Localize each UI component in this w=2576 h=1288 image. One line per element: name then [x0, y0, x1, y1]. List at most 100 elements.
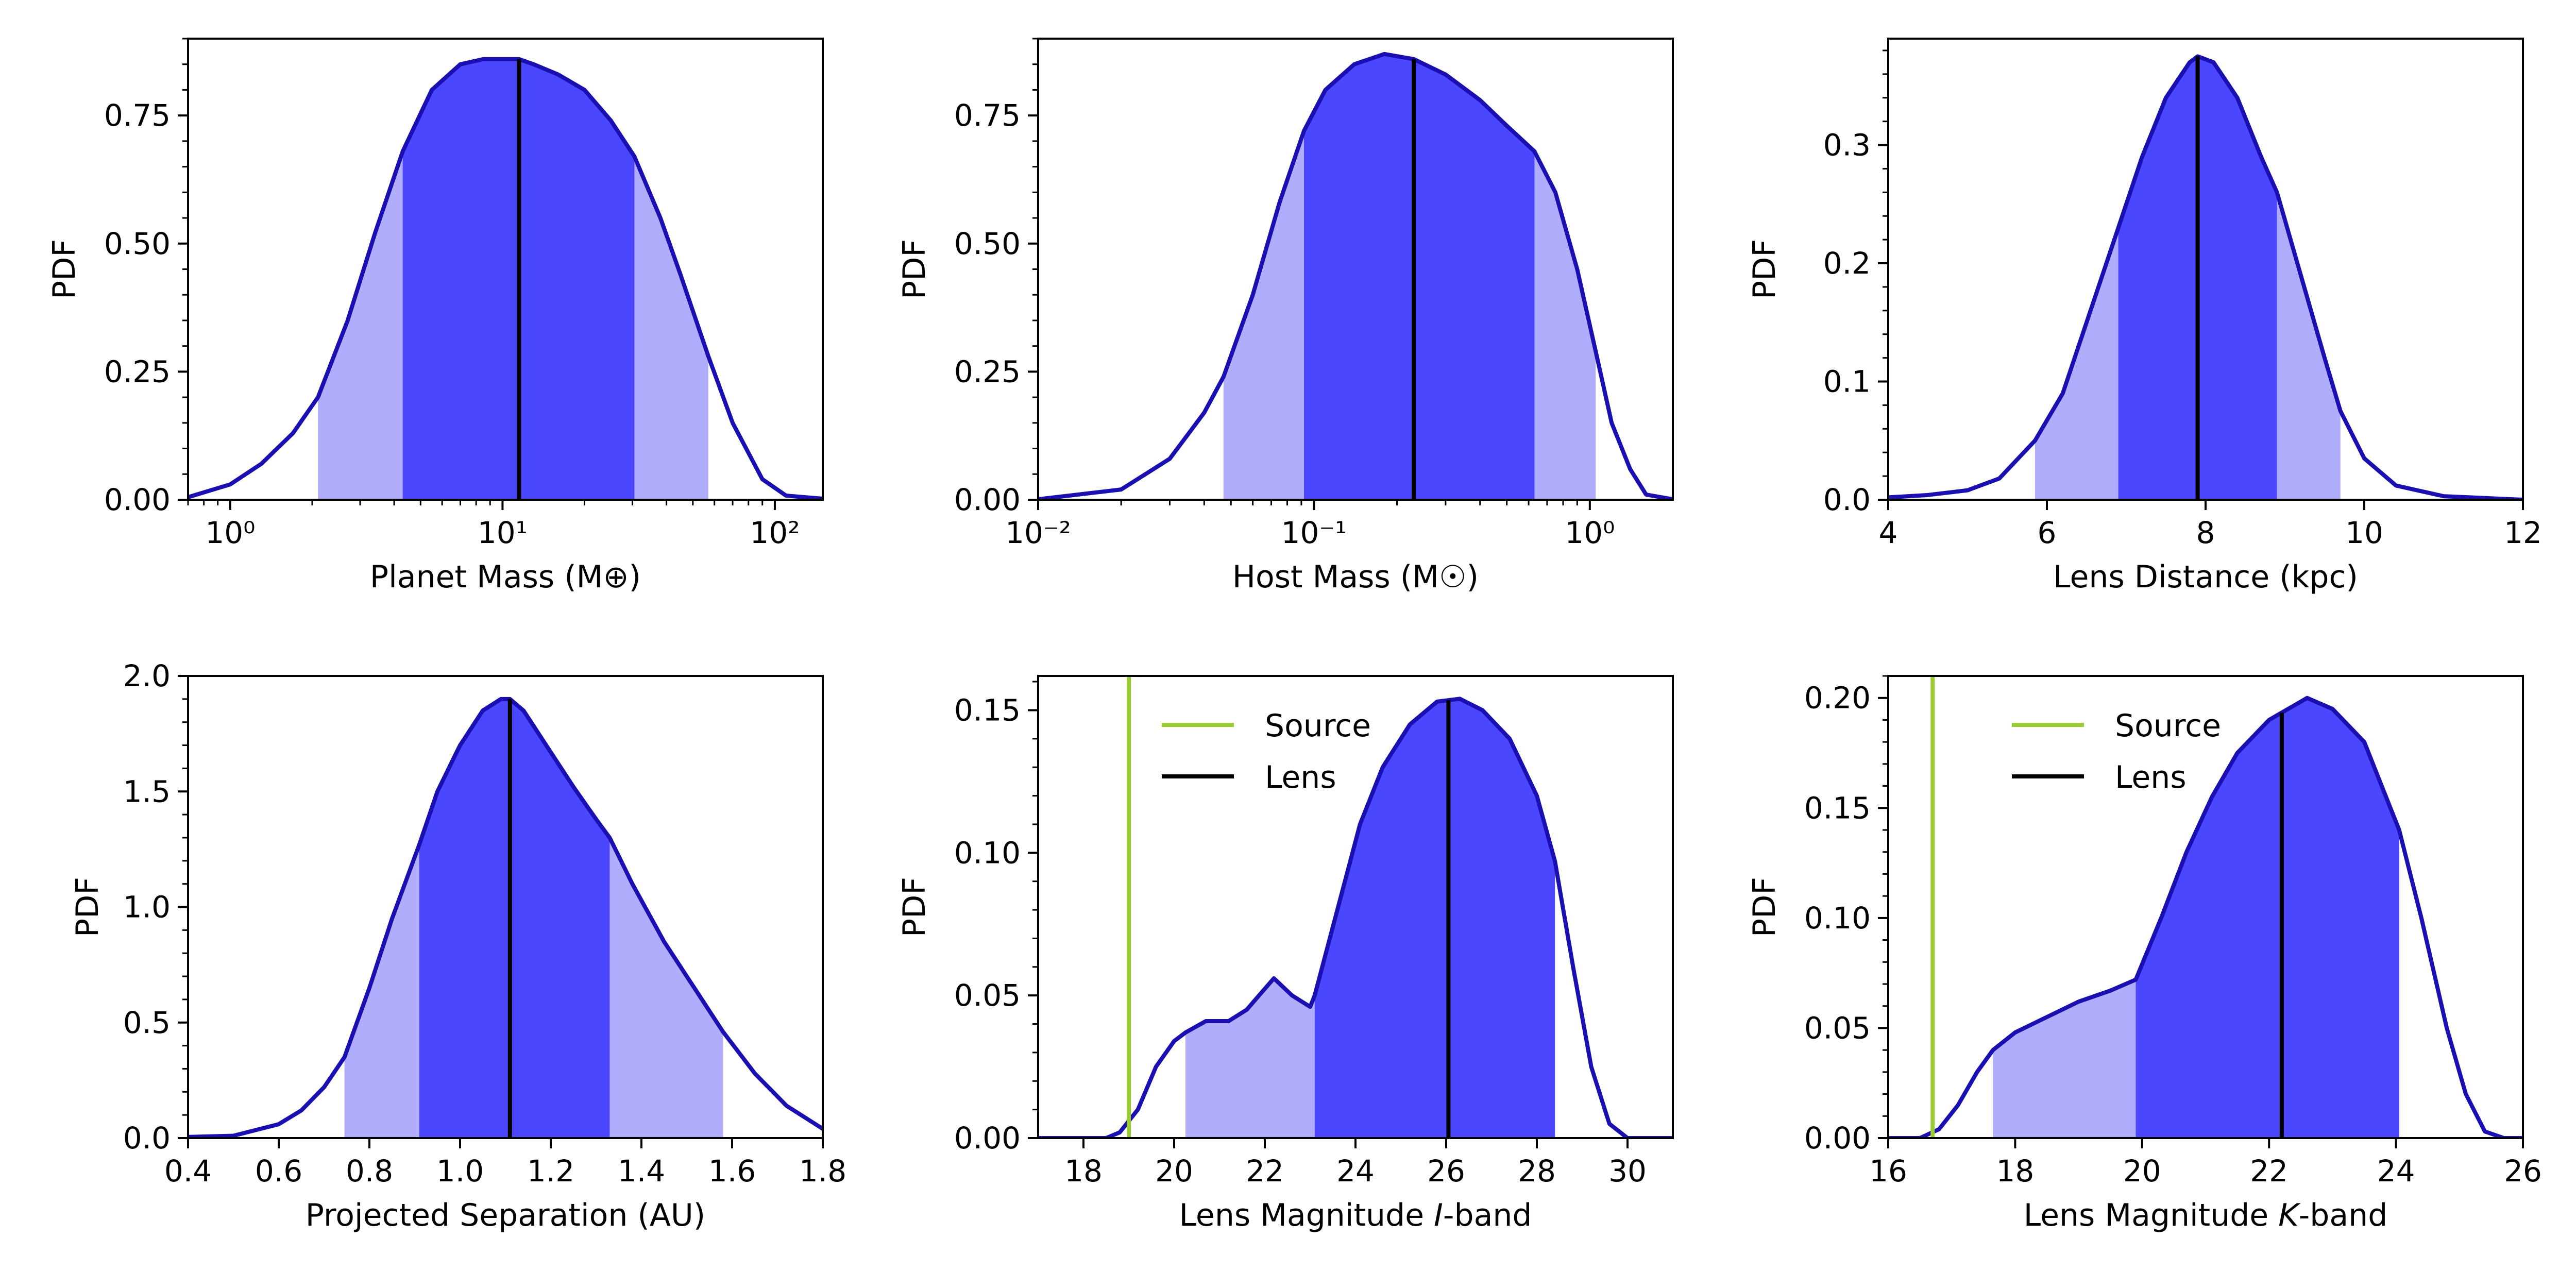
plot-area [1888, 676, 2523, 1138]
x-tick-label: 10⁰ [1565, 515, 1615, 550]
y-tick-label: 0.75 [954, 98, 1021, 133]
y-tick-label: 0.3 [1823, 128, 1871, 163]
x-tick-label: 28 [1518, 1154, 1556, 1189]
x-axis-label-part: Lens Magnitude [2024, 1197, 2279, 1233]
y-tick-label: 0.25 [954, 354, 1021, 389]
x-tick-label: 1.6 [708, 1154, 756, 1189]
y-tick-label: 0.75 [104, 98, 171, 133]
one-sigma-band [1314, 699, 1555, 1138]
x-tick-label: 22 [2250, 1154, 2288, 1189]
y-axis-label: PDF [896, 877, 933, 937]
y-tick-label: 0.50 [104, 226, 171, 261]
y-axis-label: PDF [70, 877, 106, 937]
x-tick-label: 1.2 [527, 1154, 574, 1189]
x-tick-label: 18 [1064, 1154, 1103, 1189]
one-sigma-band [419, 699, 610, 1138]
y-axis-label: PDF [1747, 239, 1783, 299]
x-tick-label: 26 [2504, 1154, 2542, 1189]
y-tick-label: 1.5 [123, 774, 171, 809]
x-tick-label: 30 [1608, 1154, 1647, 1189]
x-axis-label-part: -band [1443, 1197, 1532, 1233]
pdf-curve [188, 697, 823, 1138]
one-sigma-band [2136, 698, 2399, 1138]
legend-source-label: Source [1265, 708, 1371, 744]
x-tick-label: 4 [1879, 515, 1898, 550]
y-axis-label: PDF [46, 239, 82, 299]
x-axis-label: Projected Separation (AU) [306, 1197, 705, 1233]
x-tick-label: 12 [2504, 515, 2542, 550]
chart-panel-host-mass: 10⁻² 10⁻¹ 10⁰ 0.00 0.25 0.50 0.75 Host Mass (M☉… [896, 38, 1674, 595]
y-tick-label: 0.15 [1804, 790, 1871, 825]
plot-area [1038, 52, 1673, 500]
plot-area [188, 57, 823, 500]
x-axis-label: Planet Mass (M⊕) [370, 559, 641, 595]
chart-panel-lens-distance: 4 6 8 10 12 0.0 0.1 0.2 0.3 Lens Distance (kpc) PD… [1747, 38, 2542, 595]
plot-area [188, 697, 823, 1138]
legend-source-label: Source [2115, 708, 2221, 744]
y-tick-label: 0.00 [1804, 1121, 1871, 1156]
plot-area [1038, 676, 1673, 1138]
y-tick-label: 0.00 [104, 482, 171, 517]
x-axis-label-part: -band [2299, 1197, 2388, 1233]
legend-lens-label: Lens [1265, 759, 1336, 795]
x-tick-label: 10² [750, 515, 800, 550]
x-axis-label-part: K [2278, 1197, 2301, 1233]
x-tick-label: 10⁻² [1005, 515, 1071, 550]
pdf-curve [1888, 54, 2523, 500]
y-tick-label: 1.0 [123, 890, 171, 925]
x-tick-label: 10 [2345, 515, 2383, 550]
x-tick-label: 24 [2377, 1154, 2415, 1189]
plot-area [1888, 54, 2523, 500]
pdf-curve [1038, 697, 1673, 1138]
chart-panel-lens-mag-i: 18 20 22 24 26 28 30 0.00 0.05 0.10 0.15 Lens Magni… [896, 675, 1674, 1233]
x-axis-label-part: Lens Magnitude [1179, 1197, 1434, 1233]
y-tick-label: 0.1 [1823, 364, 1871, 399]
x-tick-label: 0.4 [164, 1154, 212, 1189]
y-tick-label: 2.0 [123, 658, 171, 693]
y-tick-label: 0.25 [104, 354, 171, 389]
x-axis-label: Host Mass (M☉) [1232, 559, 1479, 595]
y-tick-label: 0.5 [123, 1005, 171, 1040]
x-tick-label: 24 [1336, 1154, 1375, 1189]
x-axis-label-part: I [1434, 1197, 1443, 1233]
x-tick-label: 1.4 [618, 1154, 665, 1189]
legend-lens-label: Lens [2115, 759, 2187, 795]
y-tick-label: 0.10 [954, 835, 1021, 870]
one-sigma-band [1304, 54, 1535, 500]
y-tick-label: 0.10 [1804, 901, 1871, 936]
y-tick-label: 0.05 [1804, 1010, 1871, 1045]
chart-panel-planet-mass: 10⁰ 10¹ 10² 0.00 0.25 0.50 0.75 Planet Mass (M⊕… [46, 38, 824, 595]
x-tick-label: 26 [1427, 1154, 1465, 1189]
x-tick-label: 16 [1869, 1154, 1907, 1189]
chart-panel-projected-separation: 0.4 0.6 0.8 1.0 1.2 1.4 1.6 1.8 0.0 0.5 1.0 1.5 2.0 P… [70, 658, 846, 1233]
x-tick-label: 1.0 [436, 1154, 484, 1189]
legend: Source Lens [1162, 708, 1371, 795]
x-tick-label: 0.6 [255, 1154, 302, 1189]
legend: Source Lens [2012, 708, 2221, 795]
y-tick-label: 0.0 [1823, 482, 1871, 517]
y-tick-label: 0.2 [1823, 246, 1871, 281]
x-tick-label: 6 [2038, 515, 2057, 550]
y-axis-label: PDF [896, 239, 933, 299]
x-tick-label: 22 [1246, 1154, 1284, 1189]
x-tick-label: 0.8 [346, 1154, 393, 1189]
y-tick-label: 0.00 [954, 1121, 1021, 1156]
x-tick-label: 20 [2123, 1154, 2161, 1189]
y-tick-label: 0.50 [954, 226, 1021, 261]
x-tick-label: 20 [1155, 1154, 1193, 1189]
x-axis-label: Lens Distance (kpc) [2053, 559, 2358, 595]
x-tick-label: 18 [1996, 1154, 2034, 1189]
y-tick-label: 0.15 [954, 692, 1021, 727]
y-tick-label: 0.05 [954, 978, 1021, 1013]
y-tick-label: 0.0 [123, 1121, 171, 1156]
x-tick-label: 10⁰ [205, 515, 255, 550]
x-axis-label: Lens Magnitude I-band [1179, 1197, 1532, 1233]
x-tick-label: 1.8 [799, 1154, 846, 1189]
y-axis-label: PDF [1747, 877, 1783, 937]
x-tick-label: 10¹ [478, 515, 528, 550]
chart-panel-lens-mag-k: 16 18 20 22 24 26 0.00 0.05 0.10 0.15 0.20 Lens Mag… [1747, 675, 2542, 1233]
x-axis-label: Lens Magnitude K-band [2024, 1197, 2388, 1233]
pdf-curve [1888, 696, 2523, 1138]
y-tick-label: 0.20 [1804, 681, 1871, 716]
